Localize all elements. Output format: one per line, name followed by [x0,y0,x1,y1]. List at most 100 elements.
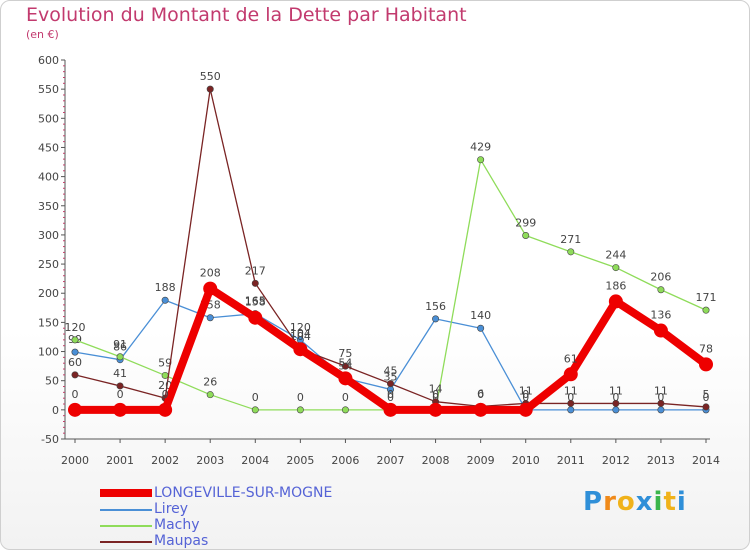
data-label-maupas: 11 [609,384,623,397]
x-tick-label: 2001 [106,454,134,467]
data-label-maupas: 217 [245,264,266,277]
legend-swatch-machy [100,525,152,527]
data-label-longeville-sur-mogne: 78 [699,342,713,355]
x-tick-label: 2014 [692,454,720,467]
point-machy [206,391,214,399]
data-label-maupas: 45 [384,365,398,378]
y-tick-label: 0 [52,404,59,417]
legend-label-maupas: Maupas [154,533,209,549]
y-tick-label: 300 [38,229,59,242]
point-maupas [612,399,620,407]
data-label-machy: 26 [203,376,217,389]
y-tick-label: 250 [38,258,59,271]
legend-label-lirey: Lirey [154,501,189,517]
data-label-machy: 0 [432,391,439,404]
x-tick-label: 2006 [331,454,359,467]
data-label-longeville-sur-mogne: 0 [117,388,124,401]
x-tick-label: 2005 [286,454,314,467]
data-label-maupas: 60 [68,356,82,369]
point-longeville-sur-mogne [203,281,218,296]
x-tick-label: 2003 [196,454,224,467]
data-label-maupas: 550 [200,70,221,83]
point-longeville-sur-mogne [653,323,668,338]
data-label-lirey: 120 [290,321,311,334]
x-tick-label: 2010 [512,454,540,467]
data-label-lirey: 0 [703,391,710,404]
data-label-longeville-sur-mogne: 0 [162,388,169,401]
point-machy [522,232,530,240]
logo-letter: t [663,487,677,517]
data-label-machy: 0 [252,391,259,404]
logo-letter: P [583,487,604,517]
data-label-lirey: 0 [657,391,664,404]
data-label-longeville-sur-mogne: 0 [522,388,529,401]
y-tick-label: 450 [38,141,59,154]
point-maupas [251,279,259,287]
point-maupas [71,371,79,379]
y-tick-label: 500 [38,112,59,125]
legend-swatch-lirey [100,509,152,511]
logo-letter: x [635,487,654,517]
x-tick-label: 2011 [557,454,585,467]
point-longeville-sur-mogne [113,402,128,417]
point-longeville-sur-mogne [68,402,82,417]
point-machy [657,286,665,294]
data-label-machy: 244 [605,249,626,262]
proxiti-logo: Proxiti [583,487,687,517]
point-machy [161,371,169,379]
x-tick-label: 2004 [241,454,269,467]
point-lirey [612,406,620,414]
data-label-machy: 271 [560,233,581,246]
point-machy [702,306,710,314]
y-tick-label: 400 [38,171,59,184]
legend-swatch-longeville [100,489,152,497]
data-label-machy: 0 [342,391,349,404]
point-lirey [567,406,575,414]
data-label-machy: 0 [297,391,304,404]
data-label-lirey: 140 [470,309,491,322]
data-label-lirey: 0 [612,391,619,404]
data-label-longeville-sur-mogne: 61 [564,352,578,365]
data-label-machy: 206 [650,271,671,284]
y-tick-label: 550 [38,83,59,96]
y-tick-label: 200 [38,287,59,300]
logo-letter: i [653,487,664,517]
data-label-longeville-sur-mogne: 0 [387,388,394,401]
data-label-maupas: 5 [703,388,710,401]
x-tick-label: 2000 [61,454,89,467]
y-tick-label: -50 [41,433,59,446]
point-longeville-sur-mogne [293,342,308,357]
x-tick-label: 2009 [467,454,495,467]
point-maupas [567,399,575,407]
point-longeville-sur-mogne [518,402,533,417]
data-label-machy: 299 [515,217,536,230]
x-tick-label: 2008 [422,454,450,467]
data-label-longeville-sur-mogne: 54 [338,356,352,369]
legend-label-longeville: LONGEVILLE-SUR-MOGNE [154,485,333,501]
point-machy [116,353,124,361]
data-label-lirey: 156 [425,300,446,313]
logo-letter: i [676,487,687,517]
point-longeville-sur-mogne [608,294,623,309]
data-label-longeville-sur-mogne: 104 [290,327,311,340]
data-label-machy: 59 [158,356,172,369]
data-label-longeville-sur-mogne: 0 [432,388,439,401]
data-label-lirey: 35 [384,370,398,383]
data-label-lirey: 0 [522,391,529,404]
data-label-machy: 0 [387,391,394,404]
x-tick-label: 2012 [602,454,630,467]
point-maupas [116,382,124,390]
data-label-maupas: 14 [429,383,443,396]
legend-label-machy: Machy [154,517,200,533]
logo-letter: o [616,487,636,517]
x-tick-label: 2007 [377,454,405,467]
data-label-maupas: 11 [564,384,578,397]
y-tick-label: 100 [38,346,59,359]
point-longeville-sur-mogne [158,402,173,417]
point-lirey [206,314,214,322]
point-longeville-sur-mogne [473,402,488,417]
data-label-lirey: 0 [567,391,574,404]
point-lirey [161,296,169,304]
